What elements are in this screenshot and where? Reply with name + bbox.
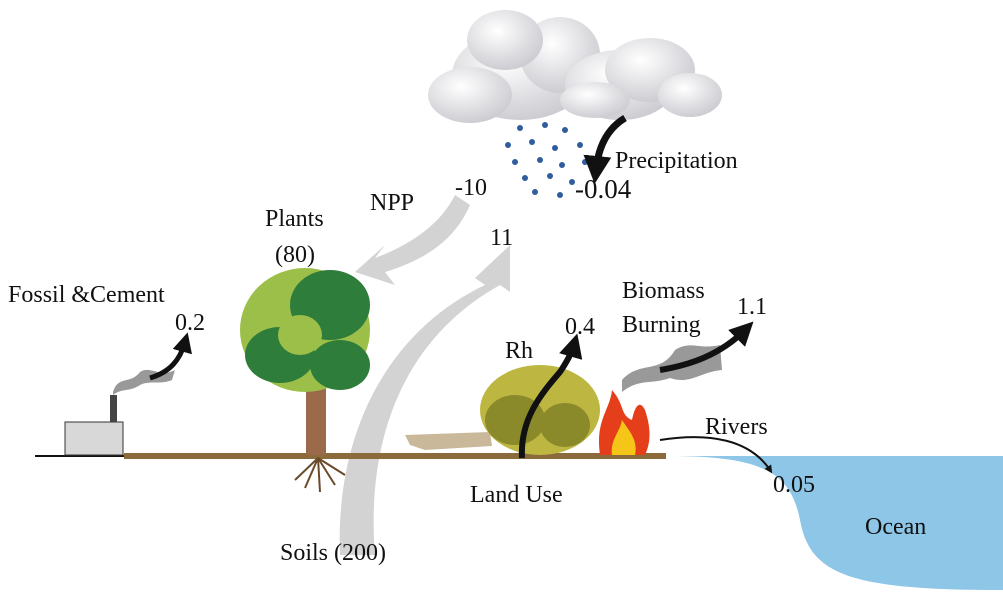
npp-arrow [355,195,470,285]
label: Precipitation [615,148,738,174]
tree-roots [294,457,346,493]
label: 1.1 [737,294,767,320]
label: NPP [370,190,414,216]
label: 11 [490,225,513,251]
label: -0.04 [575,174,632,204]
tree-trunk [306,385,326,455]
factory [64,421,124,456]
log [405,432,492,450]
label: (80) [275,242,315,268]
label: Burning [622,312,701,338]
precip-arrow [583,114,627,184]
rivers-arrow [659,436,773,474]
ground [124,453,666,459]
ocean [665,456,1003,590]
label: Rivers [705,414,768,440]
fire [598,390,650,455]
biomass-arrow [659,321,754,373]
label: Biomass [622,278,705,304]
fossil-arrow [149,332,192,381]
label: 0.4 [565,314,595,340]
label: Soils (200) [280,540,386,566]
cloud [428,10,722,123]
fire-inner [611,420,636,455]
bush [480,365,600,455]
label: Rh [505,338,533,364]
label: 0.2 [175,310,205,336]
label: Fossil &Cement [8,282,165,308]
rh-arrow [518,333,583,459]
label: Ocean [865,514,926,540]
soil-arrow [339,245,510,555]
label: Land Use [470,482,563,508]
tree-canopy [240,268,370,392]
label: 0.05 [773,472,815,498]
label: Plants [265,206,324,232]
label: -10 [455,175,487,201]
smoke [113,369,175,395]
chimney [110,395,117,422]
